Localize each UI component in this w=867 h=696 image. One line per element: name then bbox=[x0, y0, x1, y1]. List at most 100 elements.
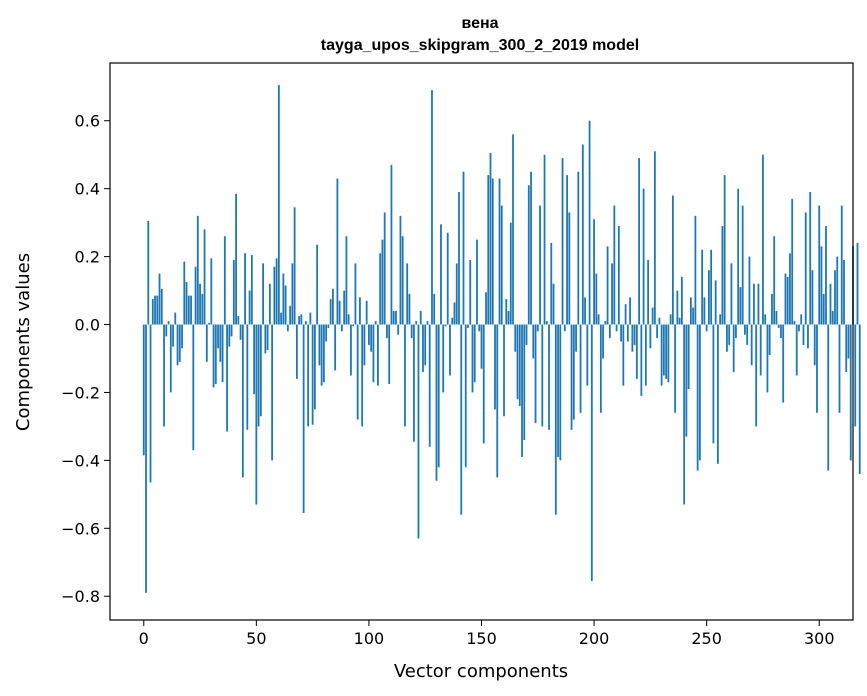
bar bbox=[183, 261, 186, 325]
bar bbox=[268, 283, 271, 325]
bar bbox=[599, 324, 602, 413]
bar bbox=[530, 171, 532, 325]
bar bbox=[741, 205, 744, 325]
bar bbox=[350, 324, 352, 376]
bar bbox=[694, 215, 697, 325]
bar bbox=[327, 324, 330, 328]
bar bbox=[282, 273, 285, 325]
bar bbox=[203, 229, 206, 325]
bar bbox=[658, 317, 661, 325]
x-axis: 0 50 100 150 200 250 300 bbox=[139, 620, 835, 648]
bar bbox=[572, 324, 575, 420]
bar bbox=[237, 316, 240, 325]
bar bbox=[773, 236, 776, 325]
bar bbox=[408, 293, 411, 325]
bar bbox=[593, 219, 595, 325]
bar bbox=[728, 324, 731, 345]
bar bbox=[291, 263, 294, 325]
bar bbox=[550, 243, 553, 325]
bar bbox=[160, 288, 163, 325]
x-tick-label: 300 bbox=[804, 629, 835, 648]
bar bbox=[199, 283, 201, 325]
bar bbox=[217, 324, 219, 349]
bar bbox=[404, 324, 406, 427]
bar bbox=[460, 324, 463, 515]
y-axis: −0.8 −0.6 −0.4 −0.2 0.0 0.2 0.4 0.6 bbox=[61, 112, 110, 606]
bar bbox=[611, 263, 613, 325]
bar bbox=[487, 175, 490, 325]
bar bbox=[737, 188, 740, 325]
bar bbox=[545, 321, 548, 325]
bar bbox=[431, 90, 433, 325]
bar bbox=[631, 324, 634, 352]
bar bbox=[624, 304, 627, 325]
bar bbox=[791, 198, 794, 325]
bar bbox=[836, 256, 839, 325]
bar bbox=[678, 317, 681, 325]
bar bbox=[343, 290, 346, 325]
bar bbox=[597, 314, 600, 325]
bar bbox=[313, 324, 316, 410]
bar bbox=[419, 310, 422, 325]
bar bbox=[717, 324, 719, 464]
bar bbox=[329, 299, 332, 325]
bar bbox=[849, 324, 852, 461]
bar bbox=[156, 295, 159, 325]
bar bbox=[552, 283, 555, 325]
bar bbox=[687, 324, 690, 390]
bar bbox=[701, 249, 704, 325]
y-tick-label: 0.4 bbox=[75, 180, 100, 199]
x-axis-label: Vector components bbox=[394, 661, 568, 682]
bar bbox=[196, 215, 199, 325]
bar bbox=[192, 324, 195, 451]
bar bbox=[617, 226, 620, 325]
bar bbox=[714, 280, 717, 325]
bar bbox=[671, 195, 674, 325]
bar bbox=[795, 324, 798, 376]
bar bbox=[604, 321, 607, 325]
bar bbox=[365, 300, 368, 325]
bar bbox=[858, 324, 861, 474]
bar bbox=[710, 249, 713, 325]
bar bbox=[383, 212, 386, 325]
bar bbox=[536, 324, 539, 332]
bar bbox=[656, 324, 659, 339]
bar bbox=[622, 324, 625, 386]
bar bbox=[840, 205, 843, 325]
bar bbox=[482, 324, 485, 444]
bar bbox=[284, 285, 287, 325]
bar bbox=[802, 324, 805, 345]
bar bbox=[653, 151, 656, 325]
bar bbox=[705, 324, 708, 332]
bar bbox=[289, 305, 292, 325]
bar bbox=[185, 282, 188, 325]
bar bbox=[480, 324, 483, 369]
bar bbox=[356, 324, 359, 420]
bar bbox=[253, 324, 255, 395]
y-tick-label: −0.2 bbox=[61, 383, 100, 402]
bar bbox=[723, 175, 726, 325]
bar bbox=[142, 324, 145, 456]
bar bbox=[259, 324, 262, 417]
bar bbox=[187, 295, 190, 325]
bar bbox=[489, 153, 492, 325]
bar bbox=[834, 270, 836, 325]
x-tick-label: 150 bbox=[466, 629, 497, 648]
bar bbox=[266, 324, 269, 350]
bar bbox=[748, 256, 751, 325]
bar bbox=[719, 314, 722, 325]
bar bbox=[856, 243, 859, 325]
bar bbox=[581, 144, 584, 325]
bar bbox=[232, 259, 235, 325]
bar bbox=[491, 178, 494, 325]
bar bbox=[271, 324, 274, 461]
bar bbox=[588, 120, 591, 325]
bar bbox=[800, 314, 803, 325]
bar bbox=[368, 324, 370, 345]
bar bbox=[665, 324, 668, 379]
bar bbox=[462, 171, 465, 325]
bar bbox=[660, 324, 663, 386]
bar bbox=[248, 290, 251, 325]
bar bbox=[500, 205, 503, 325]
bar bbox=[557, 324, 559, 457]
